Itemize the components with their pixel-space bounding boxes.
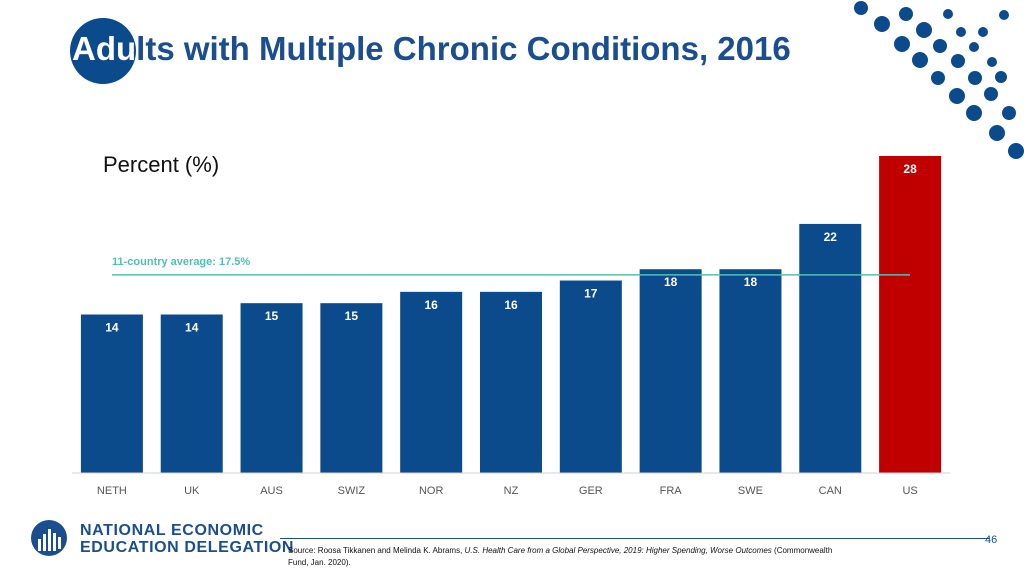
data-label-neth: 14 xyxy=(105,321,119,335)
x-tick-ger: GER xyxy=(579,485,603,497)
data-label-fra: 18 xyxy=(664,275,678,289)
source-citation: Source: Roosa Tikkanen and Melinda K. Ab… xyxy=(288,545,848,569)
bar-swiz xyxy=(320,303,383,473)
page-number: 46 xyxy=(985,534,998,546)
x-tick-can: CAN xyxy=(819,485,842,497)
bar-nor xyxy=(400,291,463,473)
title-accent-circle xyxy=(70,18,136,84)
x-tick-nz: NZ xyxy=(504,485,519,497)
data-label-swe: 18 xyxy=(744,275,758,289)
data-label-swiz: 15 xyxy=(345,309,359,323)
average-label: 11-country average: 17.5% xyxy=(112,256,250,268)
ned-logo-icon xyxy=(31,520,67,556)
data-label-uk: 14 xyxy=(185,321,199,335)
data-label-ger: 17 xyxy=(584,287,598,301)
bar-us xyxy=(879,156,942,473)
x-tick-fra: FRA xyxy=(660,485,683,497)
bar-fra xyxy=(639,269,702,473)
source-suffix: (Commonwealth Fund, Jan. 2020). xyxy=(288,546,833,567)
source-prefix: Source: Roosa Tikkanen and Melinda K. Ab… xyxy=(288,546,465,555)
data-label-us: 28 xyxy=(903,162,917,176)
bar-aus xyxy=(240,303,303,473)
y-axis-label: Percent (%) xyxy=(103,152,220,177)
bar-ger xyxy=(559,280,622,473)
data-label-can: 22 xyxy=(824,230,838,244)
logo-line-1: NATIONAL ECONOMIC xyxy=(80,522,264,539)
x-tick-aus: AUS xyxy=(260,485,283,497)
logo-text: NATIONAL ECONOMIC EDUCATION DELEGATION xyxy=(80,522,294,556)
title-rest: lts with Multiple Chronic Conditions, 20… xyxy=(136,30,791,67)
title-prefix: Adu xyxy=(72,30,137,67)
page-title: Adults with Multiple Chronic Conditions,… xyxy=(72,30,791,68)
x-tick-uk: UK xyxy=(184,485,200,497)
x-tick-us: US xyxy=(902,485,917,497)
bar-swe xyxy=(719,269,782,473)
data-label-aus: 15 xyxy=(265,309,279,323)
source-title: U.S. Health Care from a Global Perspecti… xyxy=(464,546,772,555)
bar-uk xyxy=(160,314,223,473)
bar-can xyxy=(799,223,862,473)
x-tick-swe: SWE xyxy=(738,485,763,497)
x-tick-nor: NOR xyxy=(419,485,444,497)
footer-divider xyxy=(280,538,990,539)
x-tick-neth: NETH xyxy=(97,485,127,497)
logo-line-2: EDUCATION DELEGATION xyxy=(80,539,295,556)
bar-nz xyxy=(480,291,542,473)
bar-neth xyxy=(80,314,143,473)
data-label-nz: 16 xyxy=(504,298,518,312)
x-tick-swiz: SWIZ xyxy=(338,485,366,497)
data-label-nor: 16 xyxy=(425,298,439,312)
